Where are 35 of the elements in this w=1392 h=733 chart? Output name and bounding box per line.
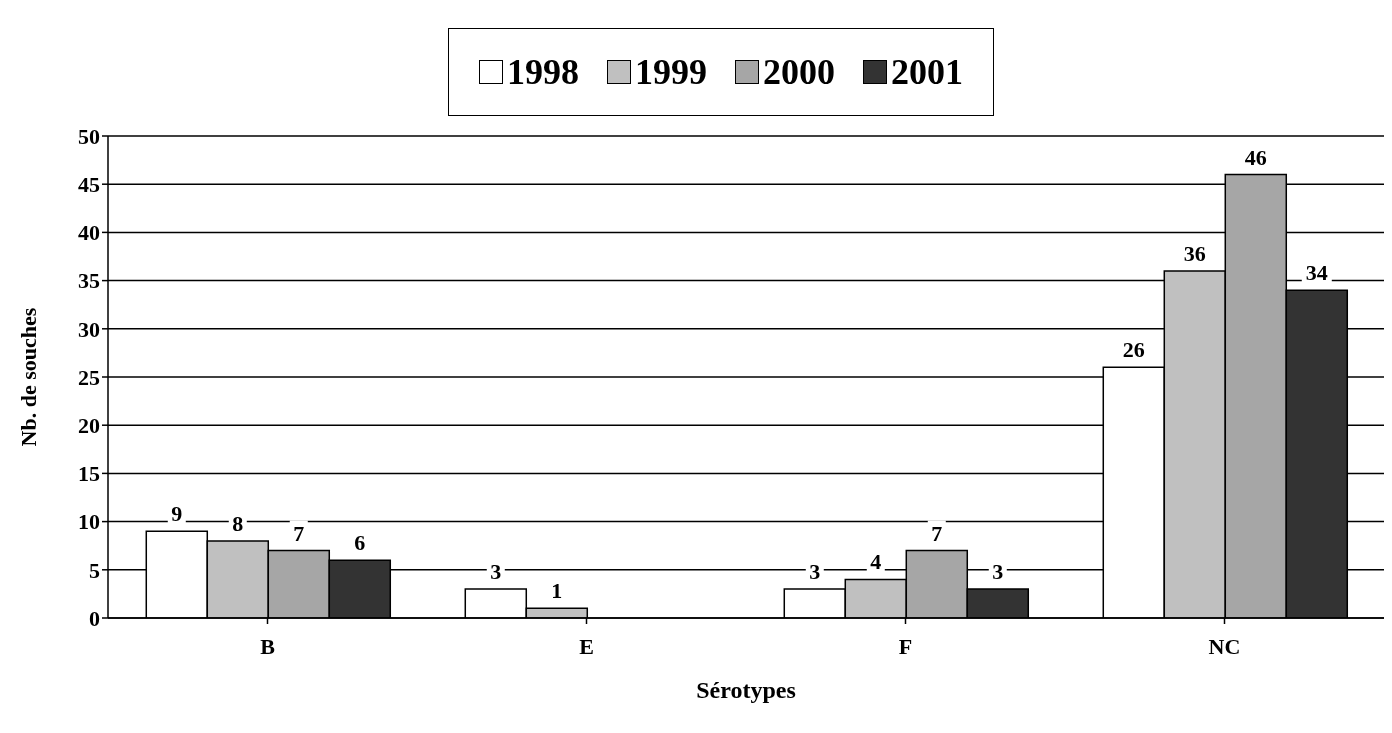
legend-label: 2000 <box>762 51 835 93</box>
y-tick-label: 45 <box>78 172 100 198</box>
data-label: 6 <box>354 530 366 556</box>
data-label: 9 <box>171 501 183 527</box>
data-label: 26 <box>1122 337 1145 363</box>
data-label: 1 <box>551 578 563 604</box>
data-label: 3 <box>809 559 821 585</box>
y-tick-label: 40 <box>78 220 100 246</box>
legend-label: 2001 <box>890 51 963 93</box>
x-tick-label: E <box>579 633 594 659</box>
data-label: 3 <box>992 559 1004 585</box>
data-label: 34 <box>1305 260 1328 286</box>
y-tick-label: 25 <box>78 364 100 390</box>
y-tick-label: 15 <box>78 461 100 487</box>
y-axis-title: Nb. de souches <box>15 307 41 447</box>
y-tick-label: 5 <box>89 557 100 583</box>
data-label: 4 <box>870 549 882 575</box>
legend-label: 1999 <box>634 51 707 93</box>
y-tick-label: 0 <box>89 605 100 631</box>
data-label: 46 <box>1244 144 1267 170</box>
x-tick-label: F <box>898 633 913 659</box>
x-axis-title: Sérotypes <box>696 677 796 703</box>
data-label: 7 <box>931 520 943 546</box>
x-tick-label: B <box>260 633 276 659</box>
y-tick-label: 35 <box>78 268 100 294</box>
y-tick-label: 10 <box>78 509 100 535</box>
x-tick-label: NC <box>1208 633 1241 659</box>
y-tick-label: 30 <box>78 316 100 342</box>
legend-label: 1998 <box>506 51 579 93</box>
data-label: 7 <box>293 520 305 546</box>
data-label: 8 <box>232 510 244 536</box>
data-label: 36 <box>1183 240 1206 266</box>
y-tick-label: 20 <box>78 413 100 439</box>
data-label: 3 <box>490 559 502 585</box>
y-tick-label: 50 <box>78 123 100 149</box>
